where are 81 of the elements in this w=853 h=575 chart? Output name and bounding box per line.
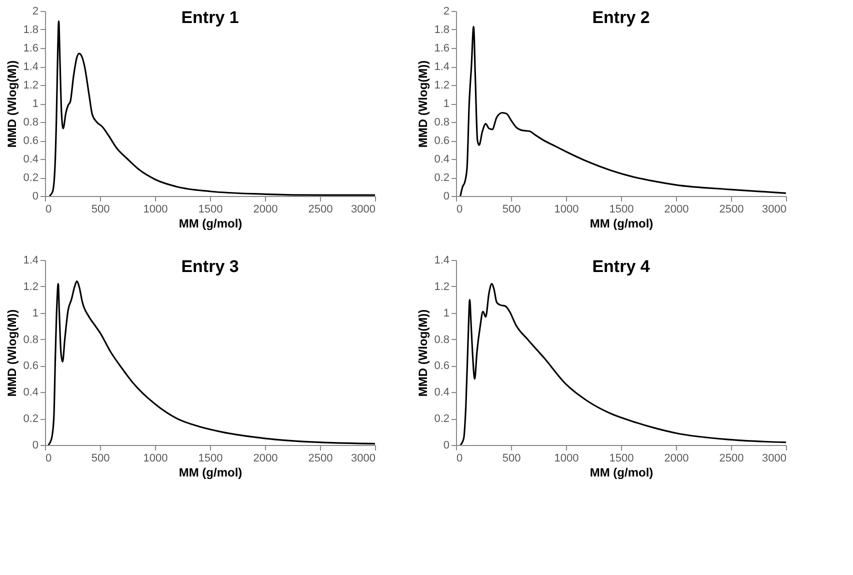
y-tick-label: 1.2 [23,280,38,293]
y-tick-label: 0.8 [434,334,450,346]
x-tick-label: 500 [502,452,521,464]
y-tick-label: 1.8 [23,24,38,36]
y-tick-label: 0.4 [434,154,450,166]
chart-title: Entry 2 [592,8,650,27]
chart-title: Entry 3 [181,257,239,276]
x-axis-title: MM (g/mol) [590,216,654,230]
y-tick-label: 0.6 [434,360,450,372]
y-tick-label: 1.4 [434,61,450,73]
y-tick-label: 0 [32,190,38,202]
x-tick-label: 1000 [554,452,579,464]
x-tick-label: 1000 [143,204,168,216]
x-tick-label: 2500 [719,204,744,216]
y-tick-label: 1 [443,307,450,320]
y-tick-label: 1.6 [23,42,38,54]
y-tick-label: 0.4 [434,386,450,399]
y-tick-label: 0 [443,440,450,452]
y-axis-title: MMD (Wlog(M)) [5,309,20,397]
y-tick-label: 1 [32,98,38,110]
x-axis-title: MM (g/mol) [178,216,242,230]
y-tick-label: 1.4 [23,61,38,73]
x-tick-label: 0 [456,204,463,216]
x-tick-label: 3000 [762,204,786,216]
y-tick-label: 0.8 [23,334,38,346]
y-tick-label: 1.2 [23,80,38,92]
y-tick-label: 1.4 [23,254,38,266]
x-tick-label: 1000 [554,204,579,216]
x-tick-label: 2500 [719,452,744,464]
x-tick-label: 0 [46,452,52,464]
y-tick-label: 0.2 [23,413,38,426]
x-tick-label: 1500 [609,452,634,464]
y-tick-label: 1 [443,98,450,110]
y-tick-label: 1.8 [434,24,450,36]
y-tick-label: 0 [32,440,38,452]
y-tick-label: 0.4 [23,154,38,166]
x-tick-label: 500 [502,204,521,216]
x-tick-label: 0 [46,204,52,216]
y-tick-label: 0.6 [23,135,38,147]
y-tick-label: 1.4 [434,254,450,266]
y-tick-label: 0.4 [23,386,38,399]
x-tick-label: 3000 [762,452,786,464]
y-tick-label: 0.8 [23,116,38,128]
y-tick-label: 1 [32,307,38,320]
x-tick-label: 500 [91,452,110,464]
y-tick-label: 0 [443,190,450,202]
x-tick-label: 1000 [143,452,168,464]
y-tick-label: 0.8 [434,116,450,128]
x-tick-label: 3000 [351,204,376,216]
y-tick-label: 1.6 [434,42,450,54]
x-tick-label: 1500 [609,204,634,216]
chart-title: Entry 4 [592,257,650,276]
y-tick-label: 0.6 [23,360,38,372]
x-tick-label: 2000 [664,204,689,216]
y-tick-label: 0.6 [434,135,450,147]
x-tick-label: 1500 [198,204,223,216]
x-axis-title: MM (g/mol) [590,466,654,480]
x-tick-label: 2000 [253,204,278,216]
x-tick-label: 500 [91,204,110,216]
y-tick-label: 1.2 [434,280,450,293]
y-axis-title: MMD (Wlog(M)) [416,309,430,397]
y-axis-title: MMD (Wlog(M)) [416,60,430,148]
y-axis-title: MMD (Wlog(M)) [5,60,20,148]
x-tick-label: 2000 [664,452,689,464]
x-tick-label: 1500 [198,452,223,464]
x-tick-label: 2000 [253,452,278,464]
chart-title: Entry 1 [181,8,239,27]
y-tick-label: 0.2 [23,172,38,184]
y-tick-label: 1.2 [434,80,450,92]
x-tick-label: 3000 [351,452,376,464]
line-series [460,282,786,445]
y-tick-label: 0.2 [434,413,450,426]
y-tick-label: 2 [32,6,38,18]
x-tick-label: 2500 [308,452,333,464]
y-tick-label: 2 [443,6,450,18]
line-series [460,26,786,196]
y-tick-label: 0.2 [434,172,450,184]
x-tick-label: 0 [456,452,463,464]
line-series [48,280,375,445]
x-axis-title: MM (g/mol) [178,466,242,480]
x-tick-label: 2500 [308,204,333,216]
